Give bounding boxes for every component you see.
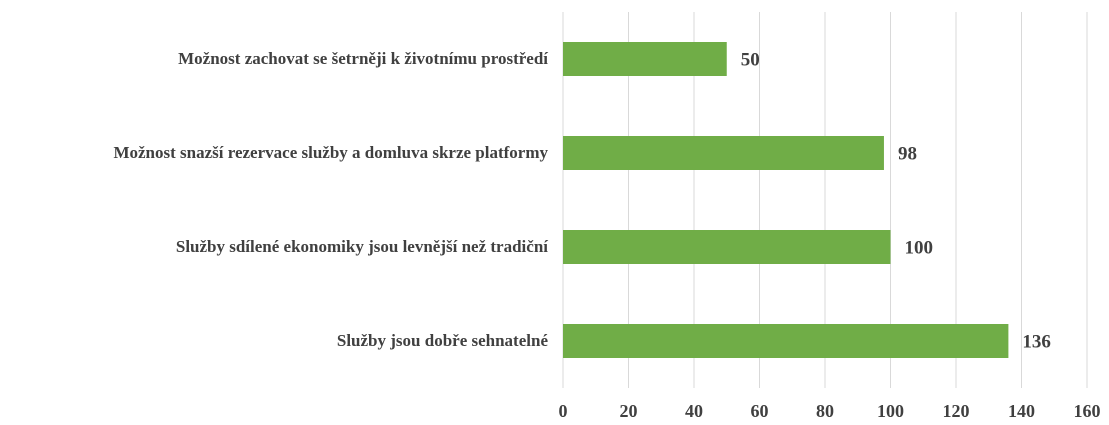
x-tick-label: 60: [751, 401, 769, 421]
x-tick-label: 40: [685, 401, 703, 421]
x-tick-label: 160: [1074, 401, 1101, 421]
x-tick-label: 100: [877, 401, 904, 421]
bar: [563, 324, 1009, 358]
data-label: 100: [905, 237, 934, 258]
data-label: 50: [741, 49, 760, 70]
x-tick-label: 120: [943, 401, 970, 421]
y-tick-text: Služby sdílené ekonomiky jsou levnější n…: [175, 237, 548, 256]
x-tick-label: 0: [559, 401, 568, 421]
y-tick-label: Možnost zachovat se šetrněji k životnímu…: [3, 47, 548, 71]
x-tick-label: 140: [1008, 401, 1035, 421]
data-label: 98: [898, 143, 917, 164]
x-tick-label: 80: [816, 401, 834, 421]
x-tick-label: 20: [620, 401, 638, 421]
y-tick-label: Možnost snazší rezervace služby a domluv…: [3, 141, 548, 165]
y-tick-text: Možnost zachovat se šetrněji k životnímu…: [178, 49, 548, 68]
y-tick-label: Služby sdílené ekonomiky jsou levnější n…: [3, 235, 548, 259]
y-tick-text: Možnost snazší rezervace služby a domluv…: [113, 143, 548, 162]
bar: [563, 230, 891, 264]
data-label: 136: [1022, 331, 1051, 352]
y-tick-label: Služby jsou dobře sehnatelné: [3, 329, 548, 353]
bar: [563, 136, 884, 170]
bar: [563, 42, 727, 76]
y-tick-text: Služby jsou dobře sehnatelné: [336, 331, 548, 350]
